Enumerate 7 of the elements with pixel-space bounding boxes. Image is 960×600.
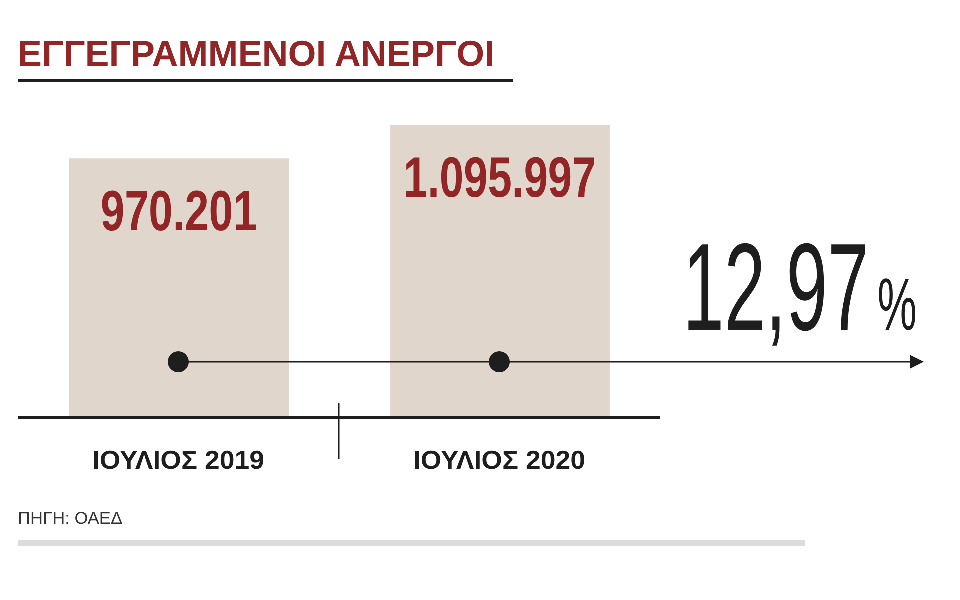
x-tick-label: ΙΟΥΛΙΟΣ 2019 — [92, 445, 265, 475]
text: ΠΗΓΗ: ΟΑΕΔ — [18, 508, 123, 528]
data-label: 970.201 — [100, 178, 258, 244]
data-label: 1.095.997 — [404, 145, 596, 210]
x-tick-label: ΙΟΥΛΙΟΣ 2020 — [413, 445, 586, 475]
chart-title: ΕΓΓΕΓΡΑΜΜΕΝΟΙ ΑΝΕΡΓΟΙ — [18, 33, 495, 74]
text: 12,97% — [683, 217, 918, 357]
